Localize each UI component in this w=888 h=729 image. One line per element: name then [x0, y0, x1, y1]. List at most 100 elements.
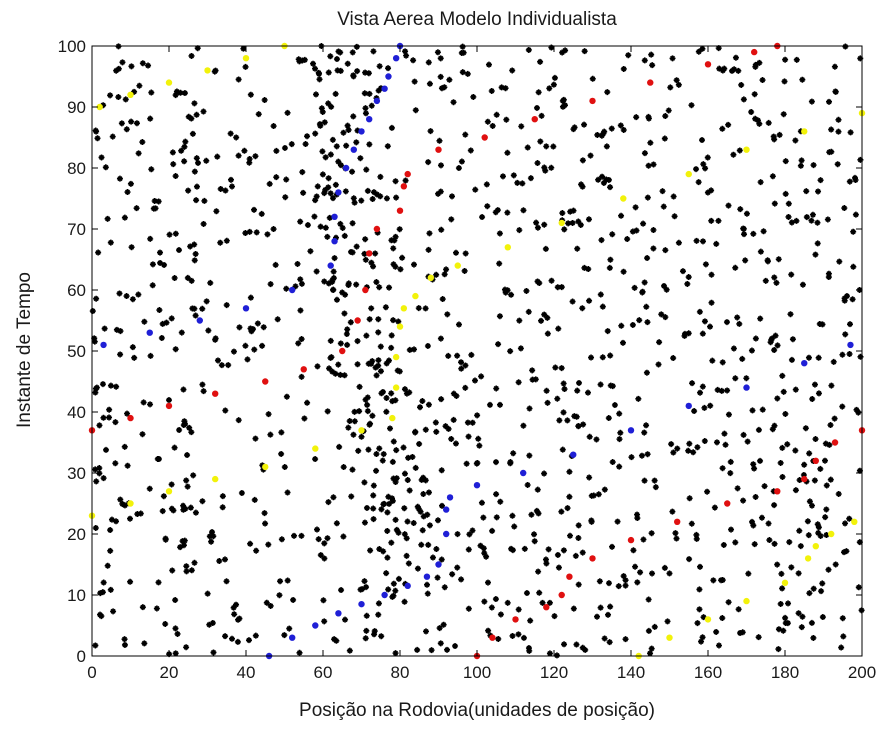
background-point	[847, 129, 854, 136]
background-point	[330, 268, 337, 275]
background-point	[441, 584, 448, 591]
background-point	[842, 520, 849, 527]
background-point	[426, 230, 433, 237]
trajectory-point-yellow	[828, 530, 835, 538]
background-point	[419, 527, 426, 534]
background-point	[203, 298, 210, 305]
background-point	[586, 297, 593, 304]
background-point	[133, 120, 140, 127]
background-point	[393, 447, 400, 454]
background-point	[573, 641, 580, 648]
background-point	[616, 410, 623, 417]
background-point	[538, 317, 545, 324]
background-point	[856, 467, 863, 474]
background-point	[805, 354, 812, 361]
background-point	[648, 530, 655, 537]
background-point	[199, 305, 206, 312]
background-point	[765, 119, 772, 126]
background-point	[775, 646, 782, 653]
background-point	[191, 168, 198, 175]
background-point	[788, 356, 795, 363]
background-point	[779, 585, 786, 592]
background-point	[502, 289, 509, 296]
background-point	[585, 266, 592, 273]
background-point	[699, 383, 706, 390]
background-point	[223, 302, 230, 309]
background-point	[719, 577, 726, 584]
background-point	[644, 255, 651, 262]
background-point	[107, 382, 114, 389]
background-point	[719, 67, 726, 74]
background-point	[149, 261, 156, 268]
background-point	[785, 200, 792, 207]
background-point	[204, 590, 211, 597]
background-point	[788, 564, 795, 571]
background-point	[327, 337, 334, 344]
background-point	[171, 444, 178, 451]
background-point	[324, 233, 331, 240]
background-point	[499, 173, 506, 180]
background-point	[704, 154, 711, 161]
background-point	[836, 258, 843, 265]
background-point	[332, 370, 339, 377]
background-point	[567, 208, 574, 215]
background-point	[526, 452, 533, 459]
background-point	[345, 282, 352, 289]
trajectory-point-yellow	[392, 353, 400, 361]
trajectory-point-yellow	[312, 445, 319, 452]
background-point	[247, 325, 254, 332]
background-point	[685, 274, 692, 281]
background-point	[605, 611, 612, 618]
trajectory-point-yellow	[96, 103, 103, 111]
background-point	[796, 477, 803, 484]
background-point	[261, 510, 268, 517]
background-point	[507, 459, 514, 466]
background-point	[393, 194, 400, 201]
background-point	[188, 429, 195, 436]
background-point	[377, 173, 384, 180]
background-point	[708, 217, 715, 224]
background-point	[139, 431, 146, 438]
background-point	[521, 545, 528, 552]
background-point	[91, 335, 98, 342]
background-point	[209, 619, 216, 626]
background-point	[694, 444, 701, 451]
background-point	[497, 498, 504, 505]
background-point	[425, 401, 432, 408]
background-point	[704, 488, 711, 495]
background-point	[841, 295, 848, 302]
x-tick-label: 140	[617, 663, 645, 682]
background-point	[367, 547, 374, 554]
background-point	[409, 453, 416, 460]
background-point	[561, 102, 568, 109]
background-point	[362, 635, 369, 642]
background-point	[325, 499, 332, 506]
background-point	[299, 169, 306, 176]
background-point	[185, 113, 192, 120]
background-point	[97, 590, 104, 597]
background-point	[695, 48, 702, 55]
background-point	[771, 422, 778, 429]
background-point	[438, 556, 445, 563]
trajectory-point-blue	[570, 451, 577, 458]
background-point	[267, 602, 274, 609]
background-point	[115, 94, 122, 101]
background-point	[620, 573, 627, 580]
background-point	[362, 69, 369, 76]
background-point	[509, 632, 516, 639]
background-point	[814, 240, 821, 247]
background-point	[129, 344, 136, 351]
background-point	[313, 268, 320, 275]
background-point	[554, 551, 561, 558]
background-point	[266, 180, 273, 187]
background-point	[140, 399, 147, 406]
background-point	[260, 466, 267, 473]
trajectory-point-red	[165, 402, 173, 410]
background-point	[181, 90, 188, 97]
background-point	[429, 554, 436, 561]
background-point	[735, 67, 742, 74]
background-point	[636, 317, 643, 324]
background-point	[673, 77, 680, 84]
background-point	[392, 516, 399, 523]
background-point	[358, 197, 365, 204]
